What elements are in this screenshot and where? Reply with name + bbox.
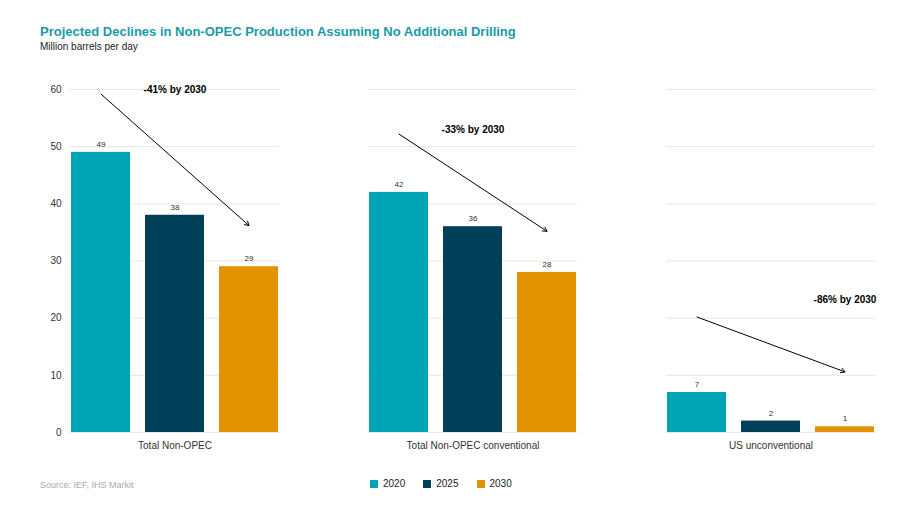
svg-text:Total Non-OPEC conventional: Total Non-OPEC conventional bbox=[407, 440, 540, 451]
html-text:2025: 2025 bbox=[436, 478, 459, 489]
svg-text:US unconventional: US unconventional bbox=[729, 440, 813, 451]
svg-text:-86% by 2030: -86% by 2030 bbox=[814, 294, 877, 305]
svg-text:-41% by 2030: -41% by 2030 bbox=[144, 84, 207, 95]
svg-text:1: 1 bbox=[843, 414, 848, 423]
svg-text:40: 40 bbox=[50, 198, 62, 209]
svg-text:7: 7 bbox=[695, 380, 700, 389]
html-text:2030: 2030 bbox=[489, 478, 512, 489]
svg-text:49: 49 bbox=[97, 140, 106, 149]
html-text:Source: IEF, IHS Markit: Source: IEF, IHS Markit bbox=[40, 480, 134, 490]
html-text:Million barrels per day: Million barrels per day bbox=[40, 41, 138, 52]
svg-text:36: 36 bbox=[469, 214, 478, 223]
svg-text:28: 28 bbox=[543, 260, 552, 269]
svg-text:10: 10 bbox=[50, 370, 62, 381]
html-text:Projected Declines in Non-OPEC: Projected Declines in Non-OPEC Productio… bbox=[40, 24, 516, 39]
svg-text:Total Non-OPEC: Total Non-OPEC bbox=[138, 440, 212, 451]
svg-text:42: 42 bbox=[395, 180, 404, 189]
html-text:2020: 2020 bbox=[383, 478, 406, 489]
svg-text:38: 38 bbox=[171, 203, 180, 212]
svg-text:60: 60 bbox=[50, 84, 62, 95]
svg-text:0: 0 bbox=[56, 427, 62, 438]
svg-text:30: 30 bbox=[50, 255, 62, 266]
svg-text:50: 50 bbox=[50, 141, 62, 152]
svg-text:20: 20 bbox=[50, 312, 62, 323]
svg-text:29: 29 bbox=[245, 254, 254, 263]
svg-text:-33% by 2030: -33% by 2030 bbox=[442, 124, 505, 135]
svg-text:2: 2 bbox=[769, 409, 774, 418]
